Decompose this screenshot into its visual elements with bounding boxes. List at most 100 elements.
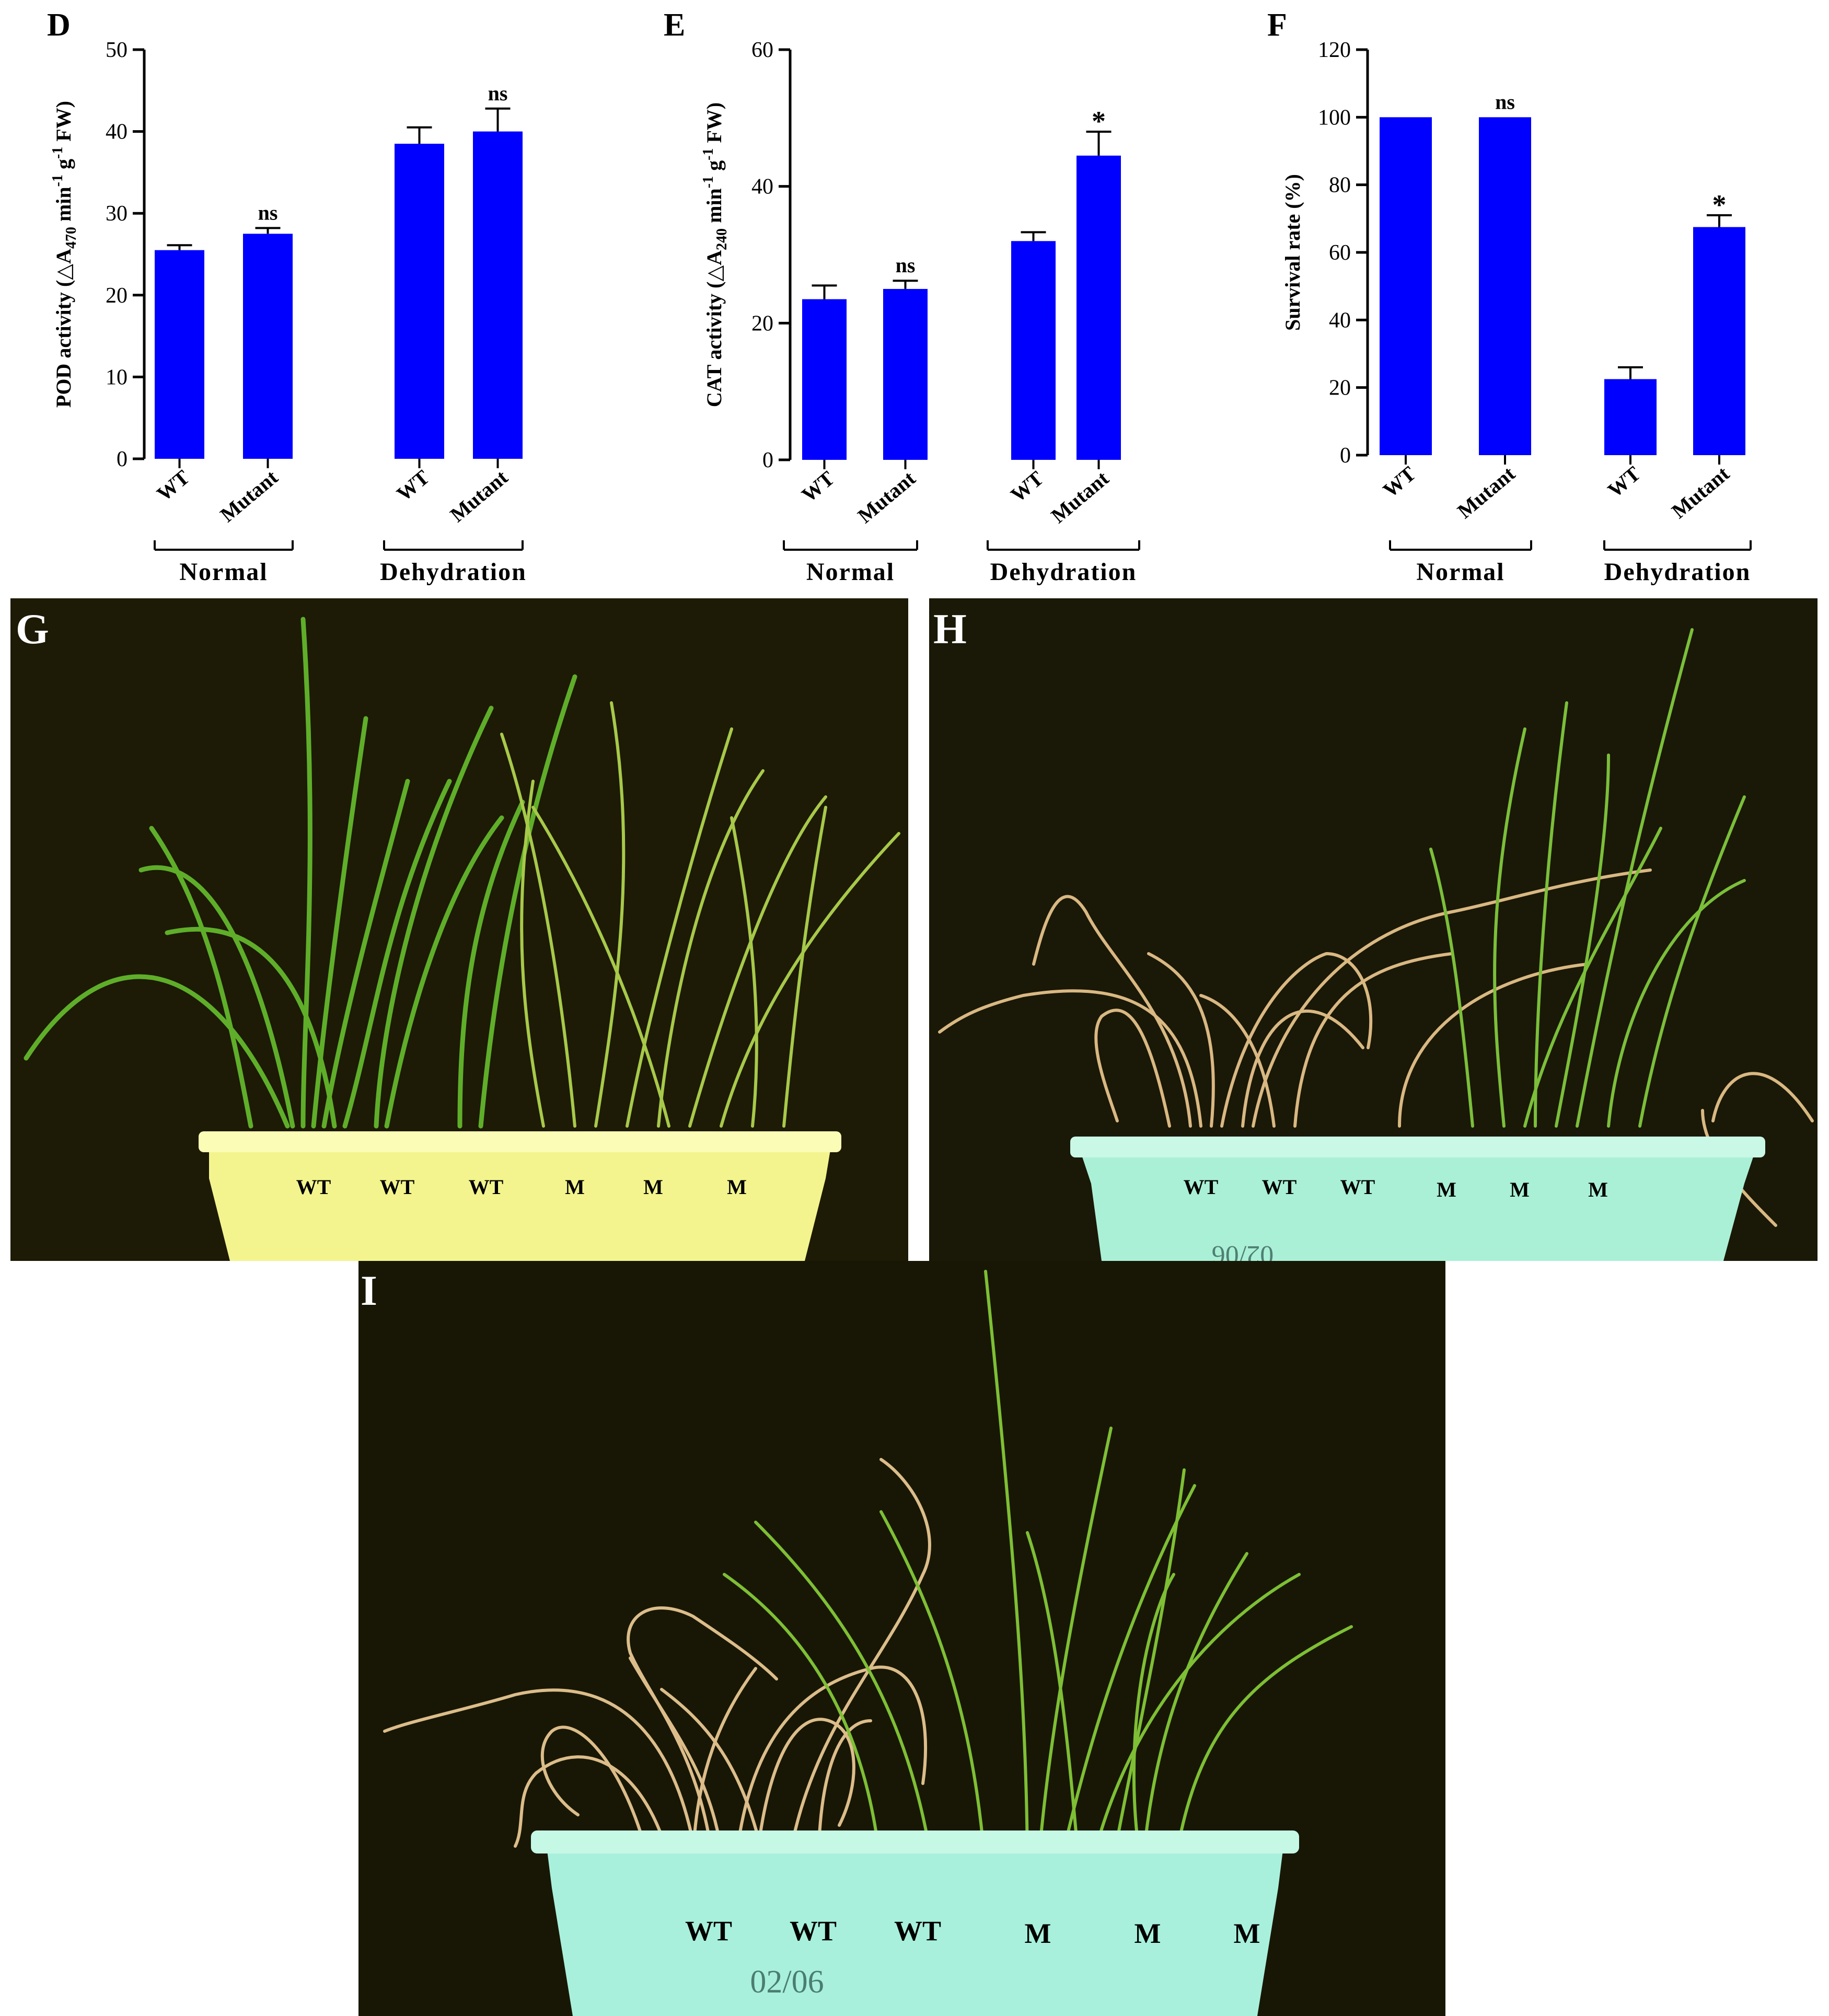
category-label: WT [1006,466,1048,507]
bar [1693,227,1745,455]
y-tick-label: 40 [106,120,128,144]
category-label: Mutant [853,466,920,528]
category-label: WT [797,466,839,507]
significance-label: ns [1495,90,1515,113]
bar [473,131,523,459]
tray-label: WT [1262,1175,1297,1199]
y-tick-label: 0 [762,448,773,472]
panel-label-h: H [933,605,967,653]
significance-label: ns [258,201,278,224]
y-tick-label: 50 [106,38,128,62]
bar [155,250,204,459]
bar [395,144,444,459]
group-label: Dehydration [380,558,527,586]
yellow-green-leaves [500,701,900,1128]
y-tick-label: 0 [117,447,128,471]
photo-panel-g: WT WT WT M M M G [10,598,908,1261]
tray-rim [199,1131,841,1152]
category-label: WT [1603,461,1645,502]
photo-panel-h: WT WT WT M M M 02/06 H [929,598,1818,1261]
significance-label: ns [896,253,916,277]
tray-label: WT [1184,1175,1219,1199]
y-tick-label: 20 [751,311,773,335]
tray-label: M [1588,1178,1608,1201]
bar [1076,155,1121,460]
y-tick-label: 120 [1318,38,1351,62]
seedling-tray [209,1147,831,1261]
handwritten-date: 02/06 [750,1964,824,2000]
tray-label: M [727,1175,747,1199]
category-label: WT [152,465,194,506]
panel-label-g: G [16,605,49,653]
y-tick-label: 100 [1318,106,1351,130]
tray-label: WT [790,1915,837,1947]
seedling-tray [547,1846,1283,2016]
panel-label: E [664,7,685,43]
group-label: Dehydration [1604,558,1751,586]
y-tick-label: 60 [751,38,773,62]
group-label: Normal [1416,558,1504,586]
tray-rim [1070,1137,1765,1157]
chart-d: D 0 10 20 30 40 50 POD activity (△A470 min-1 g-… [47,7,527,586]
group-label: Normal [179,558,268,586]
tray-label: M [1437,1178,1456,1201]
bar [1604,379,1657,455]
green-leaves [1429,628,1746,1128]
category-label: Mutant [446,465,513,527]
rice-seedlings-normal: WT WT WT M M M G [10,598,908,1261]
chart-e: E 0 20 40 60 CAT activity (△A240 min-1 g-1 FW… [664,7,1140,586]
tray-rim [531,1830,1299,1853]
significance-label: * [1092,106,1106,137]
category-label: WT [1379,461,1420,502]
y-axis-label: Survival rate (%) [1281,174,1304,331]
tray-label: M [1510,1178,1530,1201]
category-label: Mutant [1453,461,1520,523]
tray-label: WT [685,1915,732,1947]
bar [1380,117,1432,456]
category-label: Mutant [1667,461,1734,523]
green-leaves [24,617,577,1129]
tray-label: M [1234,1918,1260,1949]
tray-label: M [1025,1918,1051,1949]
group-label: Normal [806,558,895,586]
y-tick-label: 10 [106,365,128,389]
bar [1479,117,1531,456]
tray-label: WT [380,1175,415,1199]
bar [1011,241,1056,460]
y-axis-label: POD activity (△A470 min-1 g-1 FW) [50,101,79,408]
significance-label: * [1712,189,1727,221]
bar-charts: D 0 10 20 30 40 50 POD activity (△A470 min-1 g-… [47,7,1752,586]
y-tick-label: 20 [1329,376,1351,400]
category-label: Mutant [1047,466,1114,528]
tray-label: M [565,1175,585,1199]
tray-label: WT [469,1175,504,1199]
category-label: WT [392,465,434,506]
y-tick-label: 80 [1329,173,1351,198]
y-tick-label: 40 [751,175,773,199]
panel-label: D [47,7,71,43]
bar [802,299,847,460]
tray-label: M [1135,1918,1161,1949]
panel-label: F [1267,7,1287,43]
y-tick-label: 0 [1340,444,1351,468]
tray-label: WT [894,1915,941,1947]
panel-label-i: I [361,1267,377,1314]
seedling-tray [1081,1152,1755,1261]
tray-label: M [643,1175,663,1199]
bar [243,234,293,459]
tray-label: WT [296,1175,331,1199]
category-label: Mutant [216,465,283,527]
photo-panel-i: WT WT WT M M M 02/06 I [358,1261,1445,2016]
chart-f: F 0 20 40 60 80 100 120 Survival rate (%) WT ns Mut… [1267,7,1752,586]
y-tick-label: 40 [1329,308,1351,332]
significance-label: ns [488,82,508,105]
green-leaves [723,1270,1353,1874]
y-axis-label: CAT activity (△A240 min-1 g-1 FW) [700,102,730,407]
y-tick-label: 30 [106,202,128,226]
dried-leaves [938,868,1814,1227]
group-label: Dehydration [990,558,1137,586]
y-tick-label: 60 [1329,241,1351,265]
bar [883,288,928,460]
handwritten-date: 02/06 [1212,1240,1274,1261]
rice-seedlings-dehydration: WT WT WT M M M 02/06 H [929,598,1818,1261]
